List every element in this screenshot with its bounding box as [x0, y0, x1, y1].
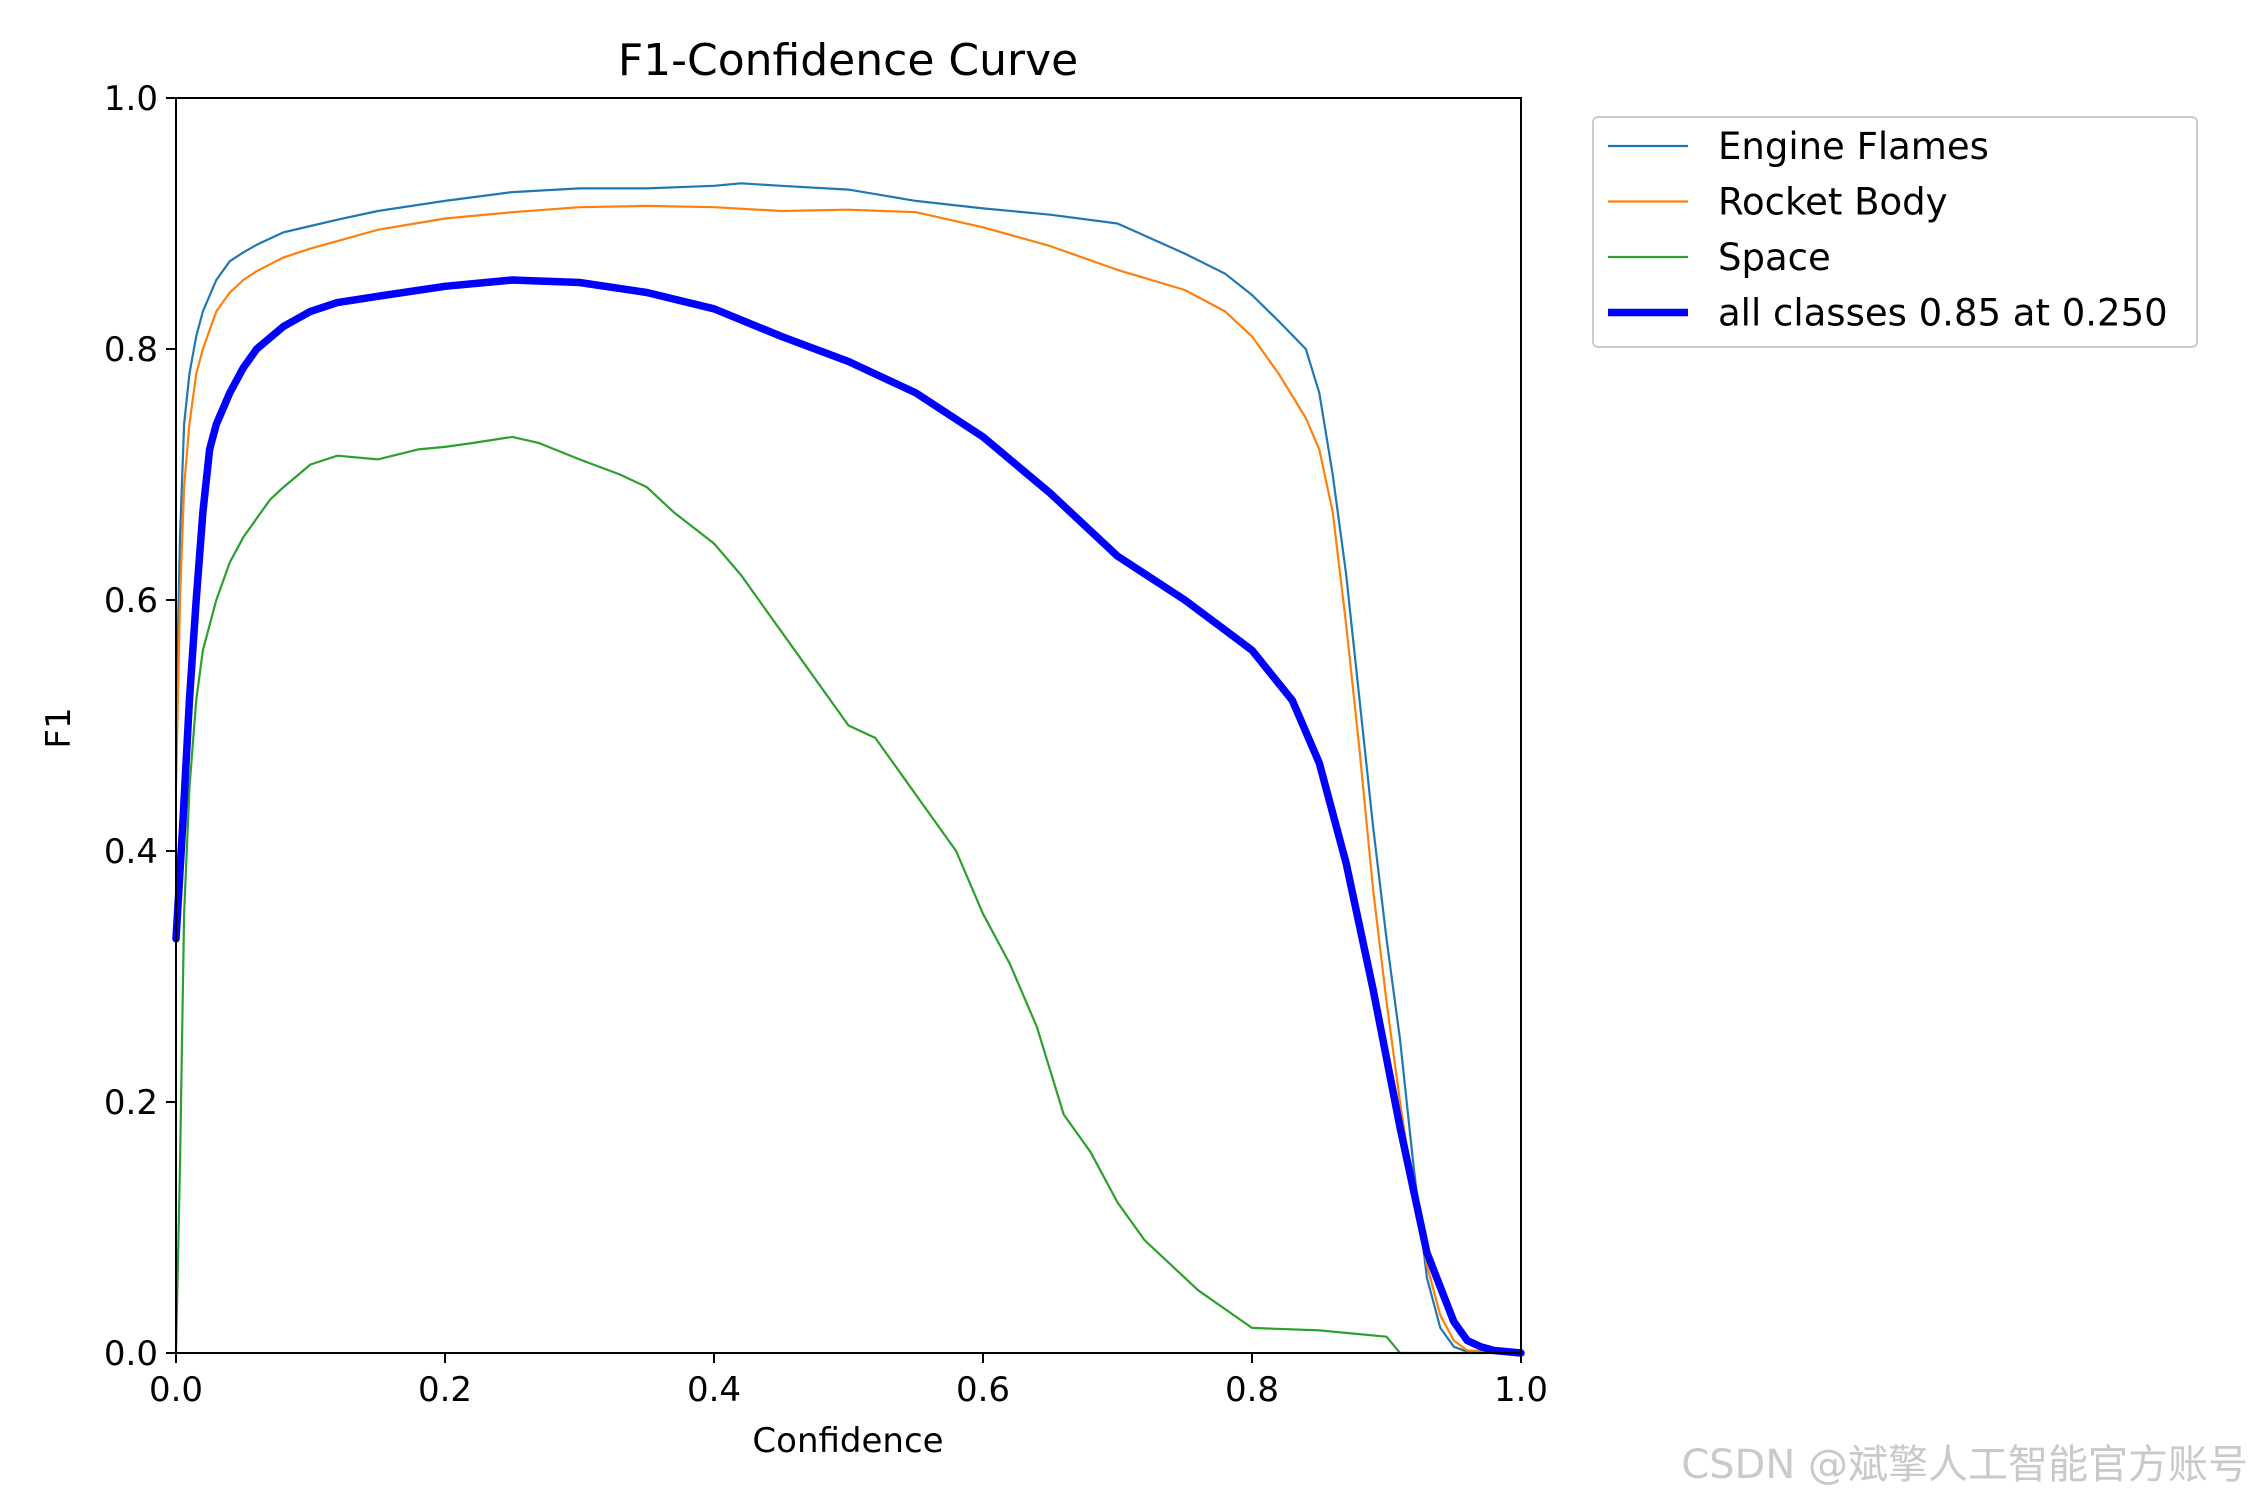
series-line-rocket-body [174, 204, 1523, 1355]
x-axis: 0.0 0.2 0.4 0.6 0.8 1.0 [149, 1353, 1548, 1410]
y-tick-label: 0.8 [104, 330, 158, 370]
y-axis: 0.0 0.2 0.4 0.6 0.8 1.0 [104, 79, 176, 1374]
watermark: CSDN @斌擎人工智能官方账号 [1681, 1442, 2248, 1488]
legend-label: all classes 0.85 at 0.250 [1718, 292, 2168, 335]
x-tick-label: 1.0 [1494, 1370, 1548, 1410]
x-tick-label: 0.2 [418, 1370, 472, 1410]
plot-area [172, 182, 1525, 1357]
plot-frame [175, 97, 1522, 1354]
legend-box [1592, 116, 2198, 348]
x-tick-label: 0.0 [149, 1370, 203, 1410]
y-tick-label: 0.2 [104, 1083, 158, 1123]
legend-label: Space [1718, 236, 1831, 279]
y-tick-label: 0.6 [104, 581, 158, 621]
x-tick-label: 0.6 [956, 1370, 1010, 1410]
legend-label: Rocket Body [1718, 181, 1948, 224]
x-tick-label: 0.4 [687, 1370, 741, 1410]
x-axis-label: Confidence [752, 1421, 943, 1461]
series-line-space [174, 435, 1523, 1355]
y-tick-label: 0.0 [104, 1334, 158, 1374]
y-tick-label: 0.4 [104, 832, 158, 872]
legend: Engine Flames Rocket Body Space all classes… [1592, 116, 2198, 348]
chart-title: F1-Confidence Curve [618, 35, 1078, 86]
y-tick-label: 1.0 [104, 79, 158, 119]
legend-label: Engine Flames [1718, 125, 1989, 168]
y-axis-label: F1 [39, 707, 79, 748]
x-tick-label: 0.8 [1225, 1370, 1279, 1410]
series-line-engine-flames [174, 182, 1523, 1355]
series-line-all-classes-0-85-at-0-250 [172, 276, 1525, 1357]
